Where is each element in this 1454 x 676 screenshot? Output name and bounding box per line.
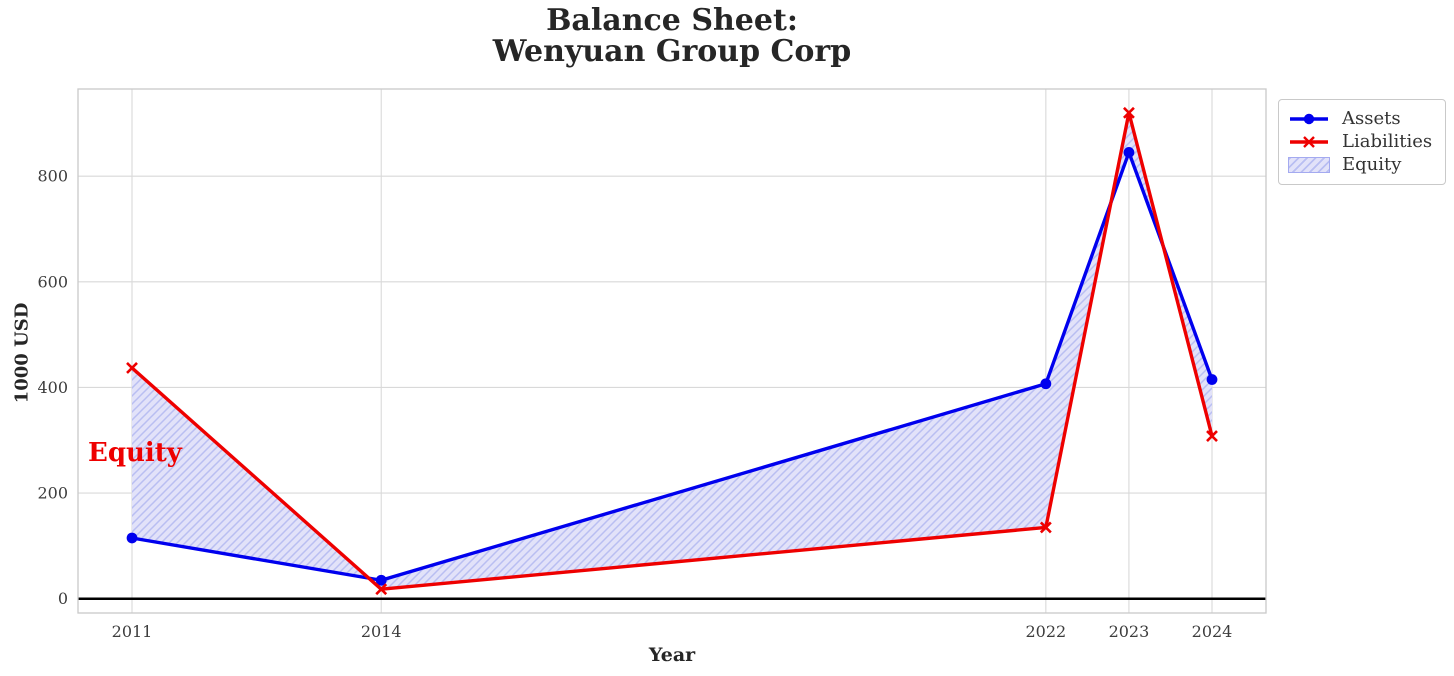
assets-line-icon: [1290, 113, 1328, 124]
liabilities-marker: [375, 583, 388, 596]
plot-border: [77, 88, 1267, 614]
tick-label-layer: 2011 2014 2022 2023 2024 0 200 400 600 800: [37, 167, 1232, 641]
y-tick-label: 200: [37, 484, 68, 503]
equity-patch-icon: [1288, 157, 1330, 174]
x-axis-label: Year: [648, 644, 696, 666]
assets-marker: [126, 532, 138, 544]
series-layer: [126, 106, 1218, 596]
liabilities-marker: [1123, 106, 1135, 119]
y-tick-label: 0: [58, 589, 68, 608]
assets-marker: [1206, 374, 1218, 385]
y-tick-label: 800: [37, 167, 68, 186]
liabilities-marker: [1206, 430, 1218, 442]
legend-item-equity: Equity: [1288, 154, 1435, 177]
axes-frame-layer: [77, 88, 1267, 614]
y-tick-label: 400: [37, 378, 68, 397]
chart-title: Balance Sheet: Wenyuan Group Corp: [78, 5, 1266, 67]
legend-item-assets: Assets: [1288, 107, 1435, 130]
x-tick-label: 2023: [1109, 622, 1150, 641]
assets-marker: [1123, 146, 1135, 158]
chart-title-line2: Wenyuan Group Corp: [492, 34, 852, 69]
assets-marker: [1040, 378, 1052, 390]
x-tick-label: 2011: [112, 622, 153, 641]
chart-title-line1: Balance Sheet:: [546, 3, 798, 38]
equity-annotation: Equity: [88, 438, 182, 468]
legend-label-assets: Assets: [1342, 107, 1401, 129]
equity-fill-area: [132, 112, 1212, 590]
liabilities-marker: [1039, 521, 1052, 534]
x-tick-label: 2014: [361, 622, 402, 641]
x-tick-label: 2024: [1192, 622, 1233, 641]
y-tick-label: 600: [37, 272, 68, 291]
liabilities-marker: [126, 361, 138, 374]
liabilities-line-icon: [1290, 136, 1328, 148]
legend: Assets Liabilities Equity: [1278, 99, 1446, 185]
x-tick-label: 2022: [1025, 622, 1066, 641]
legend-item-liabilities: Liabilities: [1288, 130, 1435, 153]
legend-label-liabilities: Liabilities: [1342, 130, 1433, 152]
assets-marker: [375, 574, 387, 586]
equity-fill-layer: [132, 112, 1212, 590]
legend-label-equity: Equity: [1342, 154, 1402, 176]
